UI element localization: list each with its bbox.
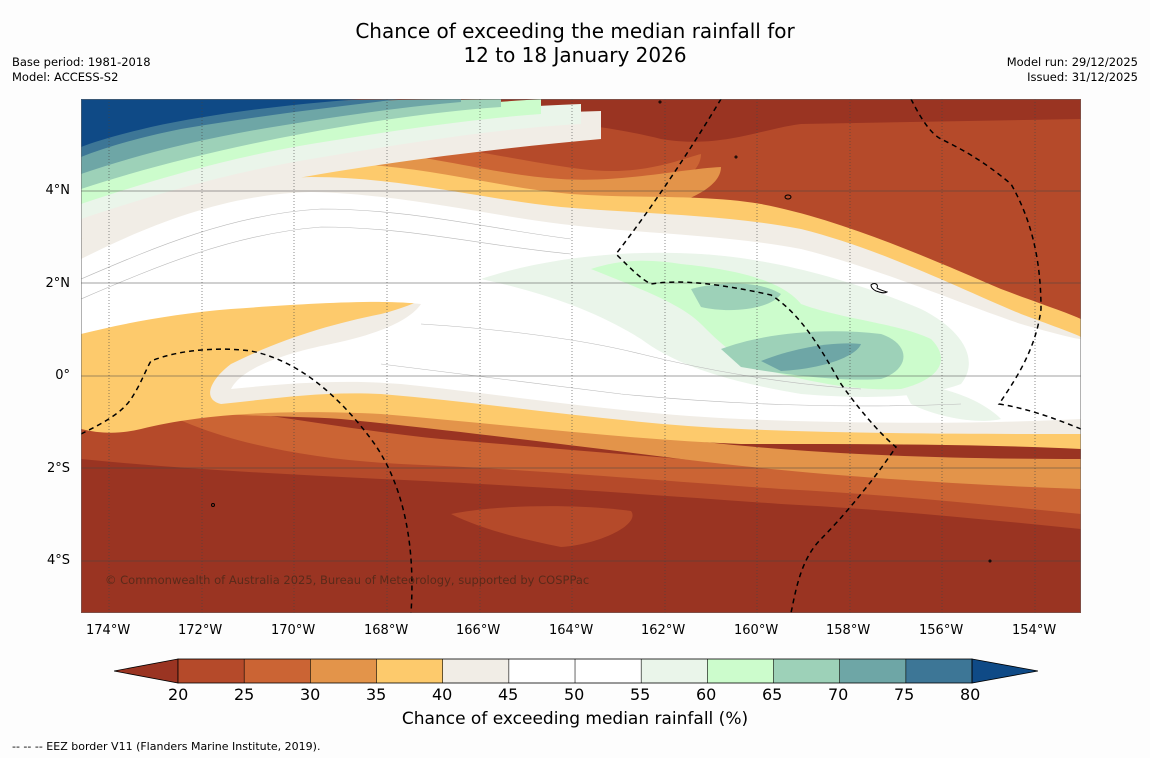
colorbar-title: Chance of exceeding median rainfall (%)	[401, 709, 749, 729]
lon-label-158w: 158°W	[826, 623, 871, 638]
base-period: Base period: 1981-2018	[12, 55, 151, 69]
colorbar-extend-high	[971, 658, 1038, 684]
contour-60-tail	[901, 384, 1001, 421]
colorbar-segment	[839, 659, 907, 683]
lon-label-174w: 174°W	[86, 623, 131, 638]
colorbar-tick-25: 25	[234, 685, 255, 704]
lon-label-160w: 160°W	[734, 623, 779, 638]
contour-75	[761, 343, 861, 371]
map-title-line-2: 12 to 18 January 2026	[463, 43, 687, 67]
colorbar-tick-30: 30	[300, 685, 321, 704]
lon-label-156w: 156°W	[919, 623, 964, 638]
lon-label-170w: 170°W	[271, 623, 316, 638]
lat-label-0: 0°	[55, 368, 70, 383]
latitude-lines	[81, 190, 1081, 562]
lat-label-2s: 2°S	[46, 461, 70, 476]
model-name: Model: ACCESS-S2	[12, 70, 119, 84]
contour-nw-60	[81, 104, 581, 219]
colorbar-segment	[707, 659, 775, 683]
lon-label-164w: 164°W	[549, 623, 594, 638]
colorbar-tick-40: 40	[432, 685, 453, 704]
contour-nw-85	[81, 99, 361, 147]
colorbar-segment	[508, 659, 576, 683]
contour-patch-25	[451, 506, 633, 547]
colorbar-segment	[310, 659, 378, 683]
issued-date: Issued: 31/12/2025	[1027, 70, 1138, 84]
contour-70	[691, 283, 904, 380]
colorbar-segment	[575, 659, 642, 683]
lat-label-2n: 2°N	[45, 276, 71, 291]
map-frame	[81, 99, 1081, 613]
islands	[211, 100, 992, 563]
map-copyright: © Commonwealth of Australia 2025, Bureau…	[105, 573, 589, 587]
model-run: Model run: 29/12/2025	[1006, 55, 1138, 69]
colorbar-tick-80: 80	[960, 685, 981, 704]
lon-label-162w: 162°W	[641, 623, 686, 638]
contour-nw-65	[81, 99, 541, 204]
colorbar-tick-35: 35	[366, 685, 387, 704]
lat-label-4s: 4°S	[46, 553, 70, 568]
colorbar-tick-50: 50	[564, 685, 585, 704]
colorbar-segments	[114, 658, 1038, 684]
colorbar-tick-65: 65	[762, 685, 783, 704]
contour-nw-45	[81, 111, 601, 239]
colorbar-tick-20: 20	[168, 685, 189, 704]
rainfall-map: © Commonwealth of Australia 2025, Bureau…	[81, 99, 1081, 613]
eez-borders	[81, 99, 1081, 613]
contour-lower-30	[141, 399, 1081, 514]
lon-label-168w: 168°W	[364, 623, 409, 638]
colorbar-segment	[244, 659, 311, 683]
colorbar-frame	[177, 658, 973, 684]
colorbar-tick-75: 75	[894, 685, 915, 704]
lat-label-4n: 4°N	[45, 183, 71, 198]
colorbar-tick-55: 55	[630, 685, 651, 704]
colorbar-segment	[905, 659, 973, 683]
colorbar	[114, 658, 1038, 684]
colorbar-segment	[773, 659, 841, 683]
colorbar-segment	[178, 659, 245, 683]
colorbar-segment	[641, 659, 708, 683]
meta-left: Base period: 1981-2018 Model: ACCESS-S2	[12, 55, 151, 85]
colorbar-tick-45: 45	[498, 685, 519, 704]
lon-label-172w: 172°W	[178, 623, 223, 638]
colorbar-segment	[442, 659, 510, 683]
meta-right: Model run: 29/12/2025 Issued: 31/12/2025	[1007, 55, 1138, 85]
colorbar-segment	[376, 659, 444, 683]
eez-footnote: -- -- -- EEZ border V11 (Flanders Marine…	[12, 740, 321, 753]
lon-label-154w: 154°W	[1012, 623, 1057, 638]
lon-label-166w: 166°W	[456, 623, 501, 638]
colorbar-tick-60: 60	[696, 685, 717, 704]
map-title-line-1: Chance of exceeding the median rainfall …	[355, 19, 795, 43]
colorbar-extend-low	[114, 658, 179, 684]
colorbar-tick-70: 70	[828, 685, 849, 704]
